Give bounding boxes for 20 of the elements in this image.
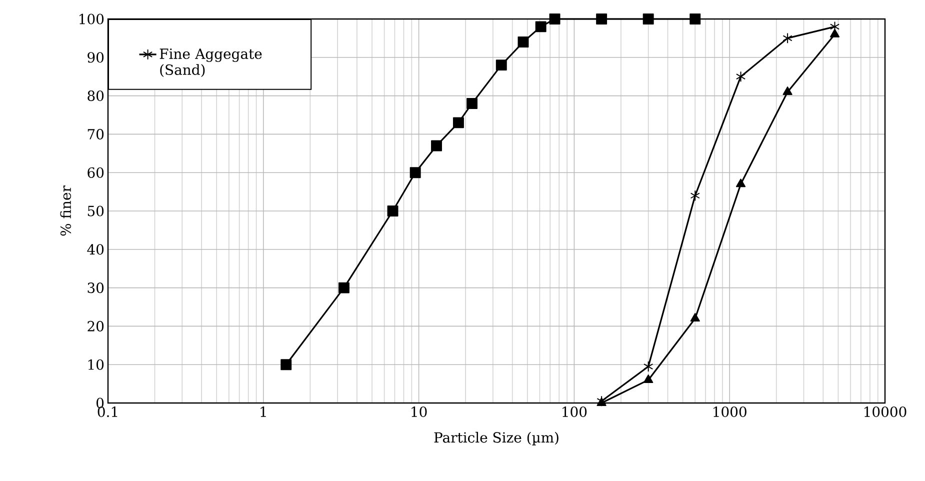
y-tick-label: 40 — [87, 244, 104, 255]
y-axis-title: % finer — [60, 186, 72, 236]
x-tick-label: 100 — [562, 406, 587, 418]
y-tick-label: 10 — [88, 359, 104, 370]
y-tick-label: 60 — [88, 167, 104, 178]
y-tick-label: 0 — [96, 398, 104, 408]
x-tick-label: 0.1 — [98, 406, 118, 418]
legend-label: Fine Aggegate (Sand) — [160, 48, 262, 77]
x-tick-label: 1 — [260, 406, 266, 417]
y-tick-label: 20 — [88, 320, 104, 332]
x-tick-label: 1000 — [714, 406, 746, 418]
y-tick-label: 90 — [88, 52, 104, 63]
x-tick-label: 10000 — [864, 406, 906, 418]
x-axis-title: Particle Size (µm) — [434, 432, 558, 446]
y-tick-label: 50 — [88, 206, 104, 216]
y-tick-label: 80 — [88, 90, 104, 102]
y-tick-label: 30 — [88, 282, 104, 294]
y-tick-label: 100 — [80, 14, 104, 24]
x-tick-label: 10 — [412, 406, 427, 418]
y-tick-label: 70 — [88, 128, 104, 140]
